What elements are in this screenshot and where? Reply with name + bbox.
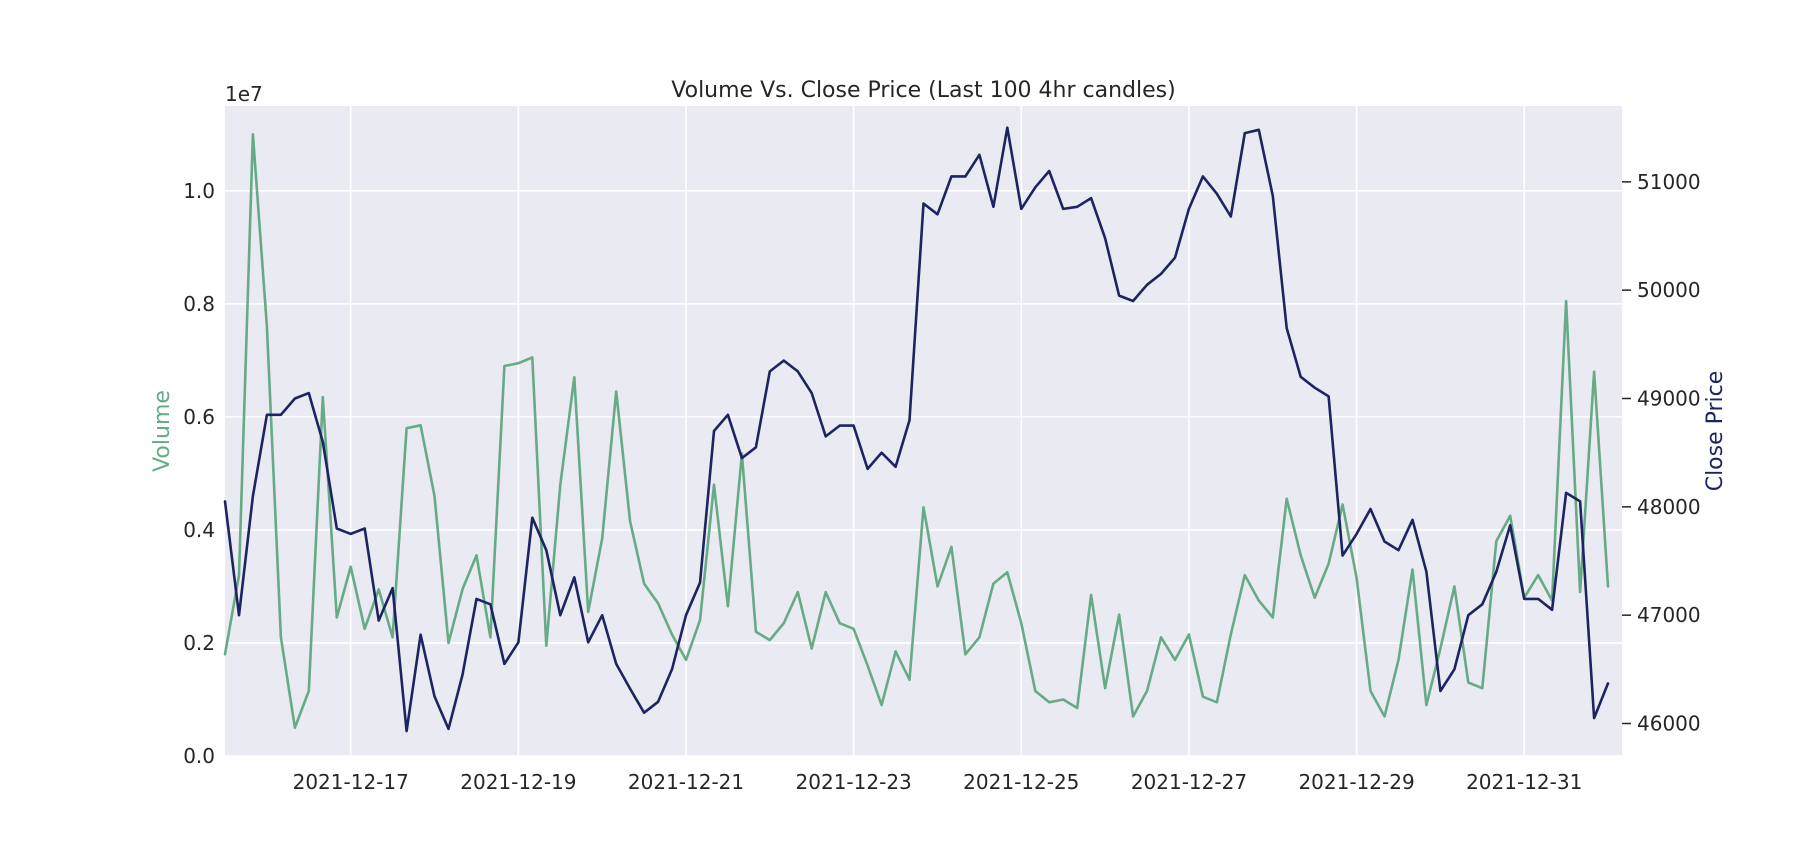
left-axis-offset-text: 1e7: [225, 82, 263, 106]
left-tick-label: 0.2: [183, 631, 215, 655]
x-tick-label: 2021-12-19: [460, 770, 576, 794]
right-axis-label: Close Price: [1703, 371, 1728, 492]
left-tick-label: 0.0: [183, 744, 215, 768]
series-lines: [223, 126, 1610, 733]
right-tick-label: 46000: [1637, 712, 1701, 736]
right-tick-label: 49000: [1637, 387, 1701, 411]
left-tick-label: 0.4: [183, 518, 215, 542]
x-tick-label: 2021-12-31: [1466, 770, 1582, 794]
x-tick-label: 2021-12-25: [963, 770, 1079, 794]
left-tick-label: 0.6: [183, 405, 215, 429]
close-price-series-line: [223, 126, 1610, 733]
x-tick-label: 2021-12-23: [796, 770, 912, 794]
right-tick-label: 48000: [1637, 495, 1701, 519]
right-tick-label: 51000: [1637, 170, 1701, 194]
left-tick-label: 0.8: [183, 292, 215, 316]
x-tick-label: 2021-12-21: [628, 770, 744, 794]
right-axis-ticks: 46000 47000 48000 49000 50000 51000: [1622, 170, 1701, 736]
chart-title: Volume Vs. Close Price (Last 100 4hr can…: [671, 78, 1175, 103]
left-axis-label: Volume: [150, 390, 175, 472]
left-axis-ticks: 0.0 0.2 0.4 0.6 0.8 1.0: [183, 179, 215, 768]
x-tick-label: 2021-12-27: [1131, 770, 1247, 794]
x-tick-label: 2021-12-17: [293, 770, 409, 794]
left-tick-label: 1.0: [183, 179, 215, 203]
right-tick-label: 50000: [1637, 278, 1701, 302]
right-tick-label: 47000: [1637, 603, 1701, 627]
volume-series-line: [223, 133, 1610, 730]
grid-lines: [225, 106, 1622, 757]
x-tick-label: 2021-12-29: [1298, 770, 1414, 794]
x-axis-ticks: 2021-12-17 2021-12-19 2021-12-21 2021-12-23…: [293, 770, 1583, 794]
